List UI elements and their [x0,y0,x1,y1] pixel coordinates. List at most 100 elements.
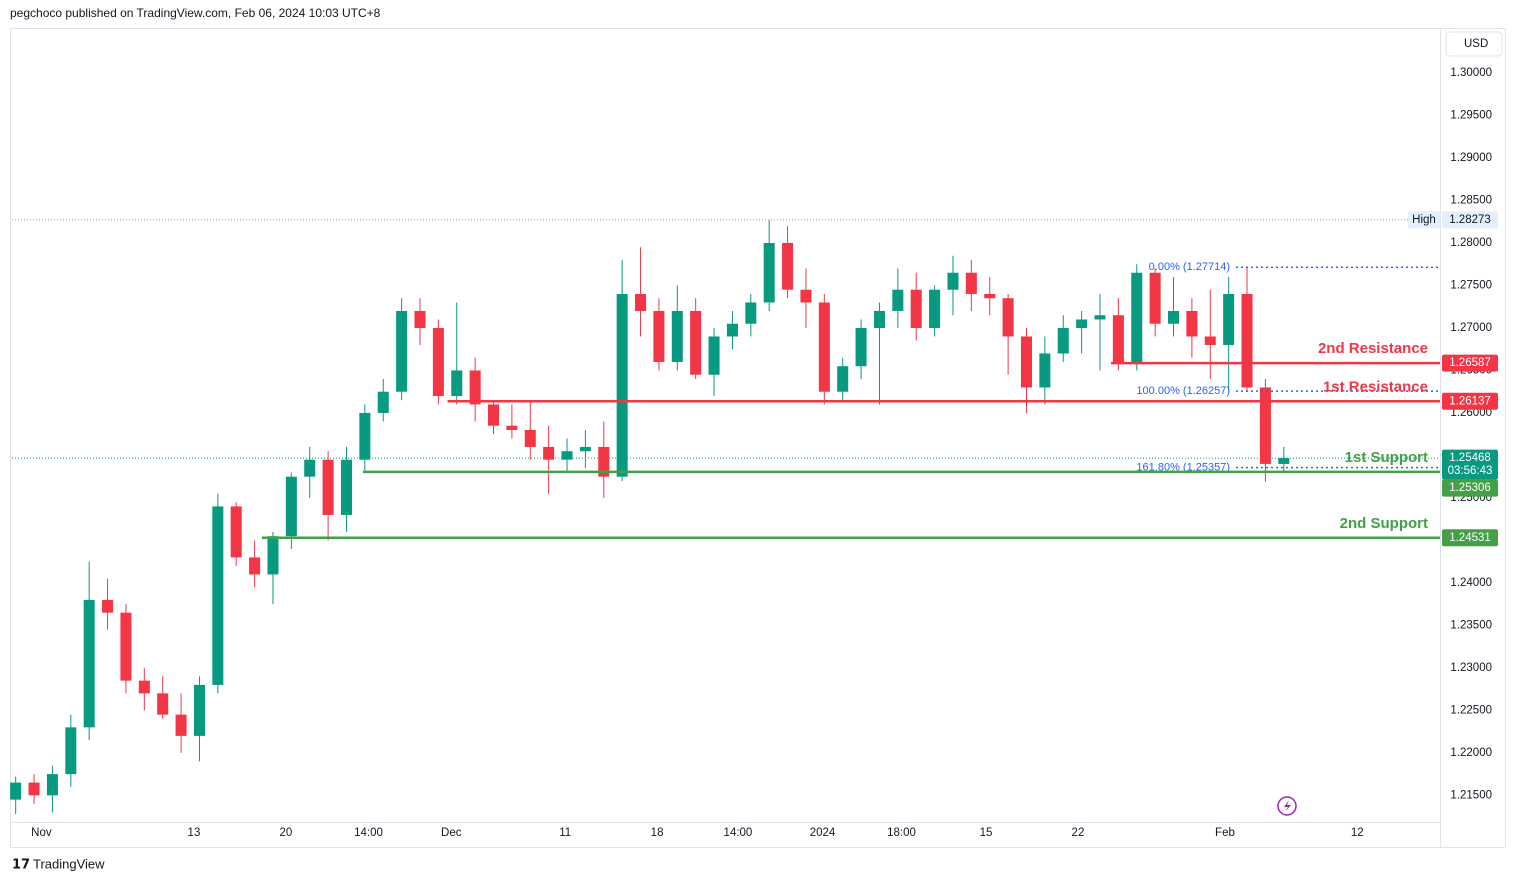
candle-body [377,391,389,413]
candle-body [598,446,610,477]
y-tick-label: 1.27500 [1450,280,1492,292]
level-value: 1.25306 [1449,482,1491,494]
candle-body [322,459,334,515]
high-name-box [1408,211,1440,229]
candle-body [1223,293,1235,345]
candle-body [396,310,408,392]
candle-body [579,446,591,452]
candle-body [543,446,555,460]
candle-body [671,310,683,362]
level-value-box [1442,354,1498,372]
alert-circle [1277,796,1297,816]
alert-icon [1277,796,1297,816]
fib-label: 161.80% (1.25357) [1136,462,1230,474]
candle-body [635,293,647,311]
high-value-box [1442,211,1498,229]
candle-body [745,302,757,324]
candle-body [451,370,463,396]
y-tick-label: 1.27000 [1450,322,1492,334]
x-tick-label: 18:00 [887,827,916,839]
candle-body [304,459,316,477]
candle-body [65,727,77,775]
footer: TradingView [33,856,105,871]
candle-body [1204,336,1216,345]
x-tick-label: Feb [1215,827,1235,839]
level-label: 1st Support [1345,449,1428,466]
candle-body [157,693,169,715]
candle-body [1186,310,1198,337]
candle-body [1149,272,1161,324]
candle-body [46,774,58,796]
level-value: 1.26137 [1449,395,1491,407]
x-tick-label: 11 [559,827,571,839]
y-tick-label: 1.29000 [1450,152,1492,164]
header: pegchoco published on TradingView.com, F… [10,6,381,20]
candle-body [432,327,444,396]
candle-body [249,557,261,575]
candle-body [1020,336,1032,388]
currency-box [1445,31,1503,57]
candle-body [892,289,904,311]
y-tick-label: 1.26000 [1450,407,1492,419]
y-tick-label: 1.24000 [1450,577,1492,589]
candle-body [340,459,352,515]
candle-body [175,714,187,736]
candle-body [984,293,996,299]
candle-body [653,310,665,362]
alert-bolt [1284,800,1291,812]
level-value: 1.24531 [1449,532,1491,544]
candle-body [1259,387,1271,464]
candle-body [230,506,242,558]
currency: USD [1464,38,1488,50]
candle-body [818,302,830,392]
candle-body [193,684,205,736]
candle-body [1076,319,1088,328]
candle-body [469,370,481,405]
x-tick-label: 22 [1072,827,1085,839]
candle-body [873,310,885,328]
candle-body [1112,315,1124,362]
candle-body [120,612,132,681]
y-tick-label: 1.22500 [1450,704,1492,716]
x-tick-label: 14:00 [354,827,383,839]
y-tick-label: 1.23000 [1450,662,1492,674]
candle-body [1241,293,1253,388]
level-value-box [1442,529,1498,547]
candle-body [1094,315,1106,320]
candle-body [965,272,977,294]
y-tick-label: 1.21500 [1450,789,1492,801]
y-tick-label: 1.28000 [1450,237,1492,249]
fib-label: 100.00% (1.26257) [1136,385,1230,397]
candle-body [947,272,959,290]
candle-body [28,782,40,796]
x-tick-label: 12 [1351,827,1364,839]
candle-body [726,323,738,337]
frame [10,28,1506,848]
x-tick-label: 2024 [810,827,836,839]
level-value: 1.26587 [1449,357,1491,369]
high-value: 1.28273 [1449,214,1491,226]
candle-body [782,242,794,290]
candle-body [506,425,518,430]
level-value-box [1442,479,1498,497]
candle-body [708,336,720,375]
logo-mark: 𝟭𝟳 [12,856,30,871]
candle-body [1057,327,1069,354]
candle-body [1039,353,1051,388]
level-label: 2nd Support [1340,515,1428,532]
y-tick-label: 1.23500 [1450,619,1492,631]
candle-body [1131,272,1143,362]
x-tick-label: 20 [279,827,292,839]
candle-body [910,289,922,328]
candle-body [267,536,279,575]
fib-label: 0.00% (1.27714) [1149,261,1230,273]
x-tick-label: 18 [651,827,664,839]
candle-body [359,412,371,460]
candle-body [1168,310,1180,324]
candle-body [690,310,702,375]
countdown: 03:56:43 [1448,465,1493,477]
y-tick-label: 1.30000 [1450,67,1492,79]
candle-body [10,782,22,800]
